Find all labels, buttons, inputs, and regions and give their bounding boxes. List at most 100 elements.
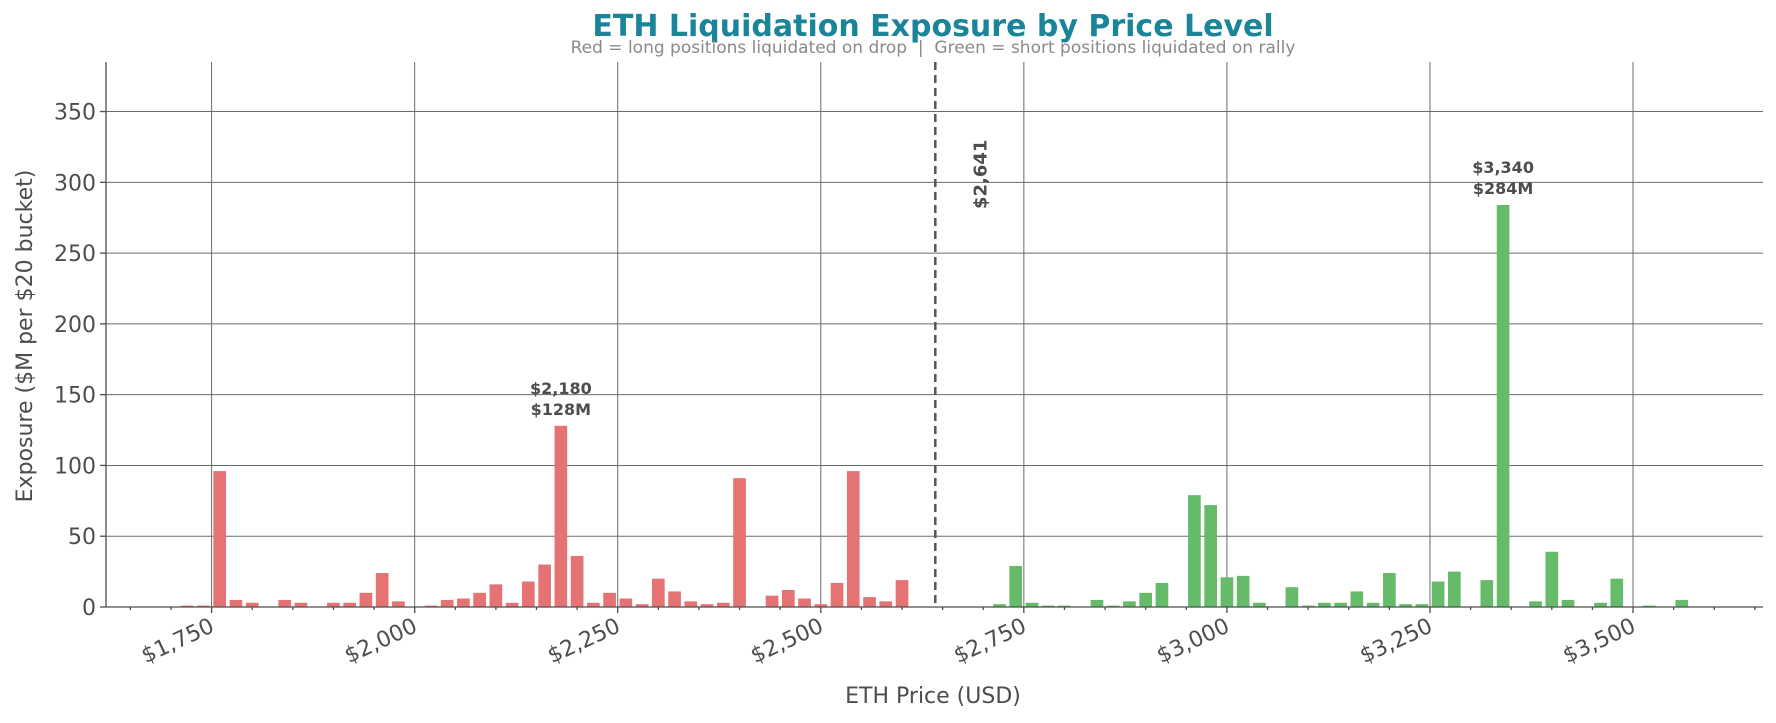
bar <box>635 604 649 607</box>
bar <box>830 582 844 607</box>
bar <box>505 602 519 607</box>
bar <box>814 604 828 607</box>
bar <box>1480 580 1494 607</box>
x-tick-label: $1,750 <box>138 614 218 669</box>
x-tick-label: $2,750 <box>950 614 1030 669</box>
bar <box>1496 204 1510 607</box>
chart-title: ETH Liquidation Exposure by Price Level <box>592 9 1273 44</box>
y-tick-label: 0 <box>82 596 96 621</box>
bar <box>765 595 779 607</box>
bar <box>1610 578 1624 607</box>
bar <box>1399 604 1412 607</box>
bar <box>1025 602 1039 607</box>
bar <box>733 478 746 607</box>
bar <box>846 471 860 607</box>
bar <box>392 601 405 607</box>
bar <box>343 602 357 607</box>
x-tick-label: $3,500 <box>1559 614 1639 669</box>
bar <box>1318 602 1331 607</box>
bar <box>424 605 438 607</box>
x-tick-label: $3,250 <box>1356 614 1436 669</box>
bar <box>1415 604 1429 607</box>
bar <box>798 598 811 607</box>
annotation-label: $2,180 <box>530 379 592 398</box>
bar <box>1236 575 1250 607</box>
bar <box>716 602 730 607</box>
bar <box>473 592 486 607</box>
bar <box>1106 605 1120 607</box>
y-tick-label: 250 <box>54 242 96 267</box>
annotation-label: $3,340 <box>1472 158 1534 177</box>
bar <box>1366 602 1380 607</box>
y-tick-label: 150 <box>54 384 96 409</box>
bar <box>668 591 681 607</box>
bar <box>554 425 568 607</box>
bar <box>684 601 698 607</box>
current-price-label: $2,641 <box>970 140 991 209</box>
bar <box>1188 495 1201 607</box>
bar <box>1253 602 1266 607</box>
bars <box>180 204 1689 607</box>
bar <box>245 602 259 607</box>
bar <box>213 471 227 607</box>
bar <box>1383 573 1396 607</box>
bar <box>1561 599 1575 607</box>
bar <box>1675 599 1689 607</box>
y-tick-label: 200 <box>54 313 96 338</box>
bar <box>440 599 454 607</box>
bar <box>570 556 584 607</box>
x-tick-label: $2,250 <box>544 614 624 669</box>
bar <box>1301 605 1315 607</box>
bar <box>1090 599 1104 607</box>
bar <box>375 573 389 607</box>
bar <box>1334 602 1347 607</box>
bar <box>1155 582 1169 607</box>
bar <box>180 605 194 607</box>
bar <box>1594 602 1607 607</box>
annotation-label: $284M <box>1473 179 1533 198</box>
bar <box>1041 605 1055 607</box>
x-axis-label: ETH Price (USD) <box>845 684 1021 709</box>
bar <box>1350 591 1364 607</box>
bar <box>700 604 714 607</box>
bar <box>619 598 633 607</box>
bar <box>359 592 373 607</box>
bar <box>1545 551 1559 607</box>
bar <box>229 599 243 607</box>
bar <box>278 599 292 607</box>
y-tick-label: 350 <box>54 101 96 126</box>
bar <box>197 605 210 607</box>
x-tick-label: $2,500 <box>747 614 827 669</box>
bar <box>1123 601 1136 607</box>
bar <box>457 598 470 607</box>
bar <box>863 597 876 607</box>
bar <box>879 601 893 607</box>
bar <box>587 602 600 607</box>
x-tick-label: $3,000 <box>1153 614 1233 669</box>
y-tick-label: 50 <box>68 525 96 550</box>
bar <box>603 592 616 607</box>
bar <box>327 602 340 607</box>
current-price-marker: $2,641 <box>934 62 991 607</box>
bar <box>1009 565 1023 607</box>
bar <box>1529 601 1542 607</box>
bar <box>522 581 535 607</box>
bar <box>993 604 1006 607</box>
bar <box>1139 592 1153 607</box>
bar <box>1204 505 1218 607</box>
bar <box>895 580 909 607</box>
bar <box>294 602 308 607</box>
bar <box>1058 605 1071 607</box>
bar <box>1431 581 1445 607</box>
bar <box>1448 571 1461 607</box>
bar <box>651 578 665 607</box>
bar <box>538 564 551 607</box>
bar <box>781 590 795 607</box>
bar <box>1220 577 1234 607</box>
y-tick-label: 100 <box>54 454 96 479</box>
y-tick-label: 300 <box>54 171 96 196</box>
annotation-label: $128M <box>531 400 591 419</box>
y-axis-label: Exposure ($M per $20 bucket) <box>13 170 38 503</box>
